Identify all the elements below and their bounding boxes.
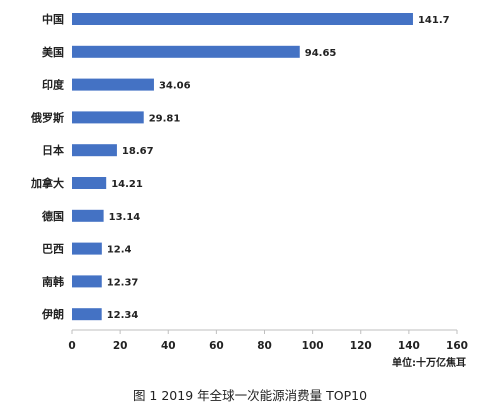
category-label: 俄罗斯	[30, 110, 64, 124]
bar	[72, 78, 154, 91]
x-tick-label: 80	[257, 340, 272, 352]
x-tick-label: 0	[68, 340, 75, 352]
value-label: 12.4	[107, 245, 132, 256]
bar	[72, 13, 413, 25]
bar	[72, 45, 300, 58]
value-label: 13.14	[109, 212, 141, 223]
category-label: 日本	[42, 143, 64, 157]
category-label: 巴西	[42, 243, 64, 256]
unit-label: 单位:十万亿焦耳	[392, 356, 466, 369]
figure-caption: 图 1 2019 年全球一次能源消费量 TOP10	[132, 388, 368, 403]
x-tick-label: 120	[350, 340, 372, 352]
x-tick-label: 20	[113, 340, 128, 352]
x-tick-label: 100	[302, 340, 324, 352]
x-tick-label: 60	[209, 340, 224, 352]
value-label: 141.7	[418, 15, 450, 26]
x-tick-label: 160	[446, 340, 468, 352]
category-label: 美国	[42, 45, 64, 59]
value-label: 29.81	[149, 113, 181, 124]
value-label: 12.34	[107, 310, 139, 321]
bar	[72, 242, 102, 255]
category-label: 中国	[42, 12, 64, 26]
bar	[72, 209, 104, 222]
value-label: 12.37	[107, 277, 139, 288]
value-label: 94.65	[305, 48, 337, 59]
bars-group	[72, 13, 413, 321]
x-tick-labels: 0 20 40 60 80 100 120 140 160	[68, 330, 468, 352]
category-label: 南韩	[42, 274, 64, 288]
bar	[72, 144, 117, 157]
category-label: 加拿大	[30, 176, 64, 190]
value-label: 14.21	[111, 179, 143, 190]
category-label: 伊朗	[41, 307, 64, 321]
bar	[72, 111, 144, 124]
x-tick-label: 40	[161, 340, 176, 352]
value-label: 18.67	[122, 146, 154, 157]
value-labels: 141.7 94.65 34.06 29.81 18.67 14.21 13.14 12.4 1…	[107, 15, 450, 321]
x-tick-label: 140	[398, 340, 420, 352]
bar	[72, 275, 102, 288]
category-label: 印度	[42, 78, 65, 92]
value-label: 34.06	[159, 81, 191, 92]
bar	[72, 177, 107, 189]
category-label: 德国	[41, 209, 64, 223]
bar	[72, 308, 102, 321]
